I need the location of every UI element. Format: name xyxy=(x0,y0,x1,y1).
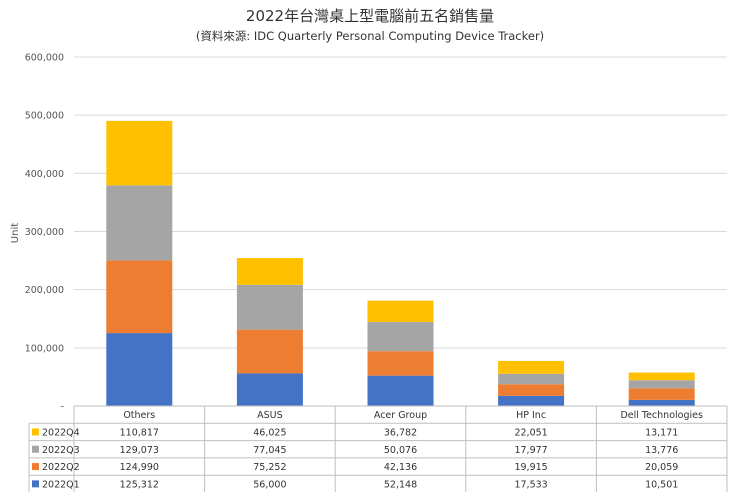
data-cell: 124,990 xyxy=(120,462,159,473)
bar-segment xyxy=(106,185,173,261)
chart-title: 2022年台灣桌上型電腦前五名銷售量 xyxy=(246,7,494,25)
y-axis-label: Unit xyxy=(10,223,21,243)
data-cell: 10,501 xyxy=(645,479,678,490)
bar-segment xyxy=(106,333,173,406)
bars xyxy=(106,120,695,406)
data-cell: 52,148 xyxy=(384,479,417,490)
data-cell: 125,312 xyxy=(120,479,159,490)
bar-segment xyxy=(498,395,565,406)
bar-segment xyxy=(367,300,434,323)
bar-segment xyxy=(498,373,565,385)
y-axis-ticks: - 100,000 200,000 300,000 400,000 500,000 600,… xyxy=(25,53,64,413)
y-tick-label: 500,000 xyxy=(25,111,64,122)
data-cell: 77,045 xyxy=(253,445,286,456)
bar-segment xyxy=(628,388,695,400)
data-cell: 20,059 xyxy=(645,462,678,473)
data-cell: 17,977 xyxy=(514,445,547,456)
bar-segment xyxy=(106,120,173,186)
bar-segment xyxy=(498,384,565,396)
bar-segment xyxy=(367,375,434,406)
data-cell: 22,051 xyxy=(514,428,547,439)
series-name: 2022Q1 xyxy=(42,479,80,490)
y-tick-label: - xyxy=(61,402,64,413)
data-cell: 129,073 xyxy=(120,445,159,456)
data-cell: 19,915 xyxy=(514,462,547,473)
bar-segment xyxy=(628,372,695,381)
y-tick-label: 600,000 xyxy=(25,53,64,64)
bar-segment xyxy=(628,399,695,406)
data-cell: 17,533 xyxy=(514,479,547,490)
legend-swatch xyxy=(32,445,39,453)
bar-segment xyxy=(236,329,303,374)
category-label: Acer Group xyxy=(374,410,427,421)
data-table: Others ASUS Acer Group HP Inc Dell Technolog… xyxy=(28,405,728,492)
data-cell: 13,171 xyxy=(645,428,678,439)
y-tick-label: 100,000 xyxy=(25,343,64,354)
bar-segment xyxy=(367,322,434,352)
category-label: ASUS xyxy=(257,410,283,421)
data-cell: 36,782 xyxy=(384,428,417,439)
bar-segment xyxy=(106,260,173,334)
series-name: 2022Q2 xyxy=(42,462,80,473)
data-cell: 13,776 xyxy=(645,445,678,456)
chart-subtitle: (資料來源: IDC Quarterly Personal Computing … xyxy=(196,29,544,43)
category-label: HP Inc xyxy=(516,410,546,421)
data-cell: 50,076 xyxy=(384,445,417,456)
bar-segment xyxy=(236,373,303,406)
bar-segment xyxy=(236,258,303,285)
gridlines xyxy=(74,56,727,349)
data-cell: 110,817 xyxy=(120,428,159,439)
data-cell: 56,000 xyxy=(253,479,286,490)
series-name: 2022Q3 xyxy=(42,445,80,456)
series-name: 2022Q4 xyxy=(42,428,80,439)
bar-segment xyxy=(367,351,434,376)
legend-swatch xyxy=(32,428,39,436)
category-label: Dell Technologies xyxy=(620,410,703,421)
y-tick-label: 200,000 xyxy=(25,285,64,296)
y-tick-label: 400,000 xyxy=(25,169,64,180)
legend-swatch xyxy=(32,463,39,471)
bar-segment xyxy=(498,360,565,374)
data-cell: 75,252 xyxy=(253,462,286,473)
data-cell: 42,136 xyxy=(384,462,417,473)
bar-segment xyxy=(236,284,303,330)
legend-swatch xyxy=(32,480,39,488)
category-label: Others xyxy=(123,410,155,421)
y-tick-label: 300,000 xyxy=(25,227,64,238)
bar-segment xyxy=(628,380,695,389)
data-cell: 46,025 xyxy=(253,428,286,439)
